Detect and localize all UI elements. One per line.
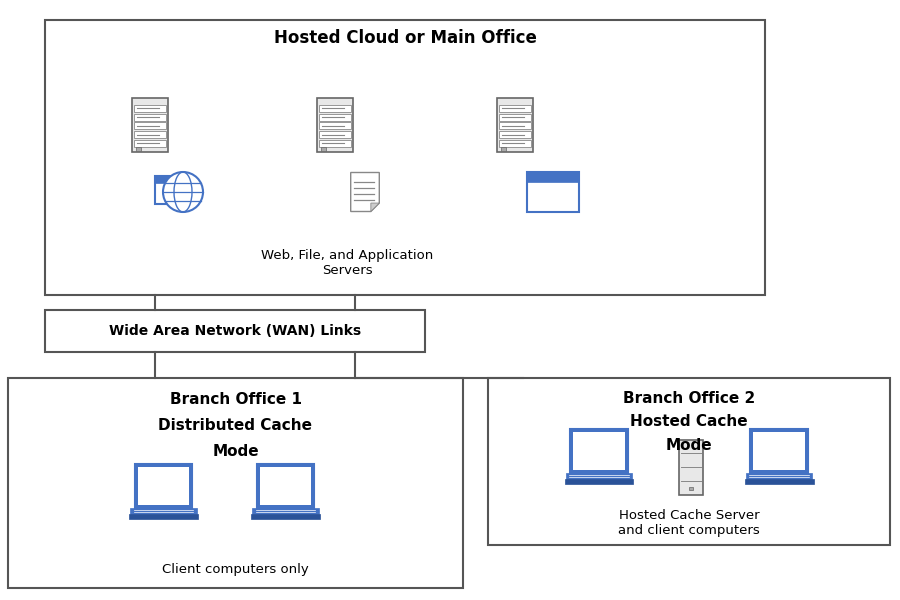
Text: Web, File, and Application
Servers: Web, File, and Application Servers [261,249,434,277]
FancyBboxPatch shape [45,20,765,295]
Text: Branch Office 1: Branch Office 1 [169,392,302,407]
Text: Wide Area Network (WAN) Links: Wide Area Network (WAN) Links [109,324,361,338]
Text: Distributed Cache: Distributed Cache [158,419,312,433]
FancyBboxPatch shape [133,105,166,112]
Polygon shape [351,172,379,211]
FancyBboxPatch shape [317,98,353,152]
FancyBboxPatch shape [573,432,625,470]
FancyBboxPatch shape [499,140,531,147]
FancyBboxPatch shape [319,105,351,112]
FancyBboxPatch shape [488,378,890,545]
FancyBboxPatch shape [133,131,166,138]
FancyBboxPatch shape [133,113,166,121]
Text: Branch Office 2: Branch Office 2 [623,391,755,406]
FancyBboxPatch shape [133,122,166,130]
FancyBboxPatch shape [319,140,351,147]
Text: Client computers only: Client computers only [162,563,309,577]
FancyBboxPatch shape [499,131,531,138]
FancyBboxPatch shape [8,378,463,588]
FancyBboxPatch shape [138,467,189,505]
Text: Hosted Cache: Hosted Cache [630,415,748,430]
FancyBboxPatch shape [688,487,693,490]
Text: Mode: Mode [212,445,259,460]
FancyBboxPatch shape [131,98,168,152]
FancyBboxPatch shape [136,147,140,151]
FancyBboxPatch shape [135,464,193,508]
FancyBboxPatch shape [321,147,326,151]
FancyBboxPatch shape [501,147,506,151]
FancyBboxPatch shape [251,514,320,519]
Text: Mode: Mode [666,439,712,454]
FancyBboxPatch shape [256,464,314,508]
FancyBboxPatch shape [319,113,351,121]
FancyBboxPatch shape [155,176,191,183]
FancyBboxPatch shape [130,508,197,514]
FancyBboxPatch shape [571,430,628,473]
FancyBboxPatch shape [499,122,531,130]
FancyBboxPatch shape [751,430,808,473]
FancyBboxPatch shape [745,473,813,479]
FancyBboxPatch shape [319,131,351,138]
FancyBboxPatch shape [526,172,580,182]
FancyBboxPatch shape [744,479,814,484]
FancyBboxPatch shape [565,473,633,479]
FancyBboxPatch shape [155,176,191,203]
FancyBboxPatch shape [45,310,425,352]
FancyBboxPatch shape [319,122,351,130]
FancyBboxPatch shape [497,98,533,152]
FancyBboxPatch shape [564,479,634,484]
Text: Hosted Cloud or Main Office: Hosted Cloud or Main Office [274,29,536,47]
FancyBboxPatch shape [526,172,580,212]
FancyBboxPatch shape [259,467,311,505]
FancyBboxPatch shape [499,105,531,112]
FancyBboxPatch shape [499,113,531,121]
FancyBboxPatch shape [679,439,703,494]
Polygon shape [371,203,379,211]
FancyBboxPatch shape [129,514,198,519]
FancyBboxPatch shape [133,140,166,147]
Text: Hosted Cache Server
and client computers: Hosted Cache Server and client computers [618,509,760,537]
Circle shape [163,172,203,212]
FancyBboxPatch shape [753,432,805,470]
FancyBboxPatch shape [252,508,319,514]
